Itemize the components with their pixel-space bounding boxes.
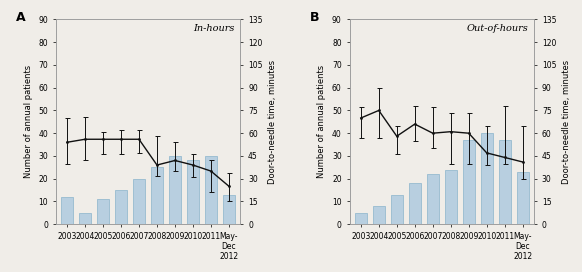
Bar xyxy=(187,160,199,224)
Bar xyxy=(205,156,217,224)
Bar xyxy=(169,156,181,224)
Bar xyxy=(373,206,385,224)
Bar xyxy=(499,140,510,224)
Bar xyxy=(223,194,235,224)
Text: Out-of-hours: Out-of-hours xyxy=(466,24,528,33)
Bar xyxy=(463,140,474,224)
Bar xyxy=(409,183,421,224)
Bar xyxy=(445,169,457,224)
Bar xyxy=(391,194,403,224)
Bar xyxy=(79,213,91,224)
Text: B: B xyxy=(310,11,319,24)
Bar xyxy=(97,199,109,224)
Bar xyxy=(517,172,528,224)
Y-axis label: Number of annual patients: Number of annual patients xyxy=(24,65,33,178)
Y-axis label: Door-to-needle time, minutes: Door-to-needle time, minutes xyxy=(562,60,571,184)
Text: A: A xyxy=(16,11,26,24)
Bar xyxy=(481,133,492,224)
Bar xyxy=(427,174,439,224)
Y-axis label: Door-to-needle time, minutes: Door-to-needle time, minutes xyxy=(268,60,277,184)
Y-axis label: Number of annual patients: Number of annual patients xyxy=(317,65,327,178)
Bar xyxy=(61,197,73,224)
Text: In-hours: In-hours xyxy=(193,24,234,33)
Bar xyxy=(355,213,367,224)
Bar xyxy=(133,179,145,224)
Bar xyxy=(151,167,163,224)
Bar xyxy=(115,190,127,224)
